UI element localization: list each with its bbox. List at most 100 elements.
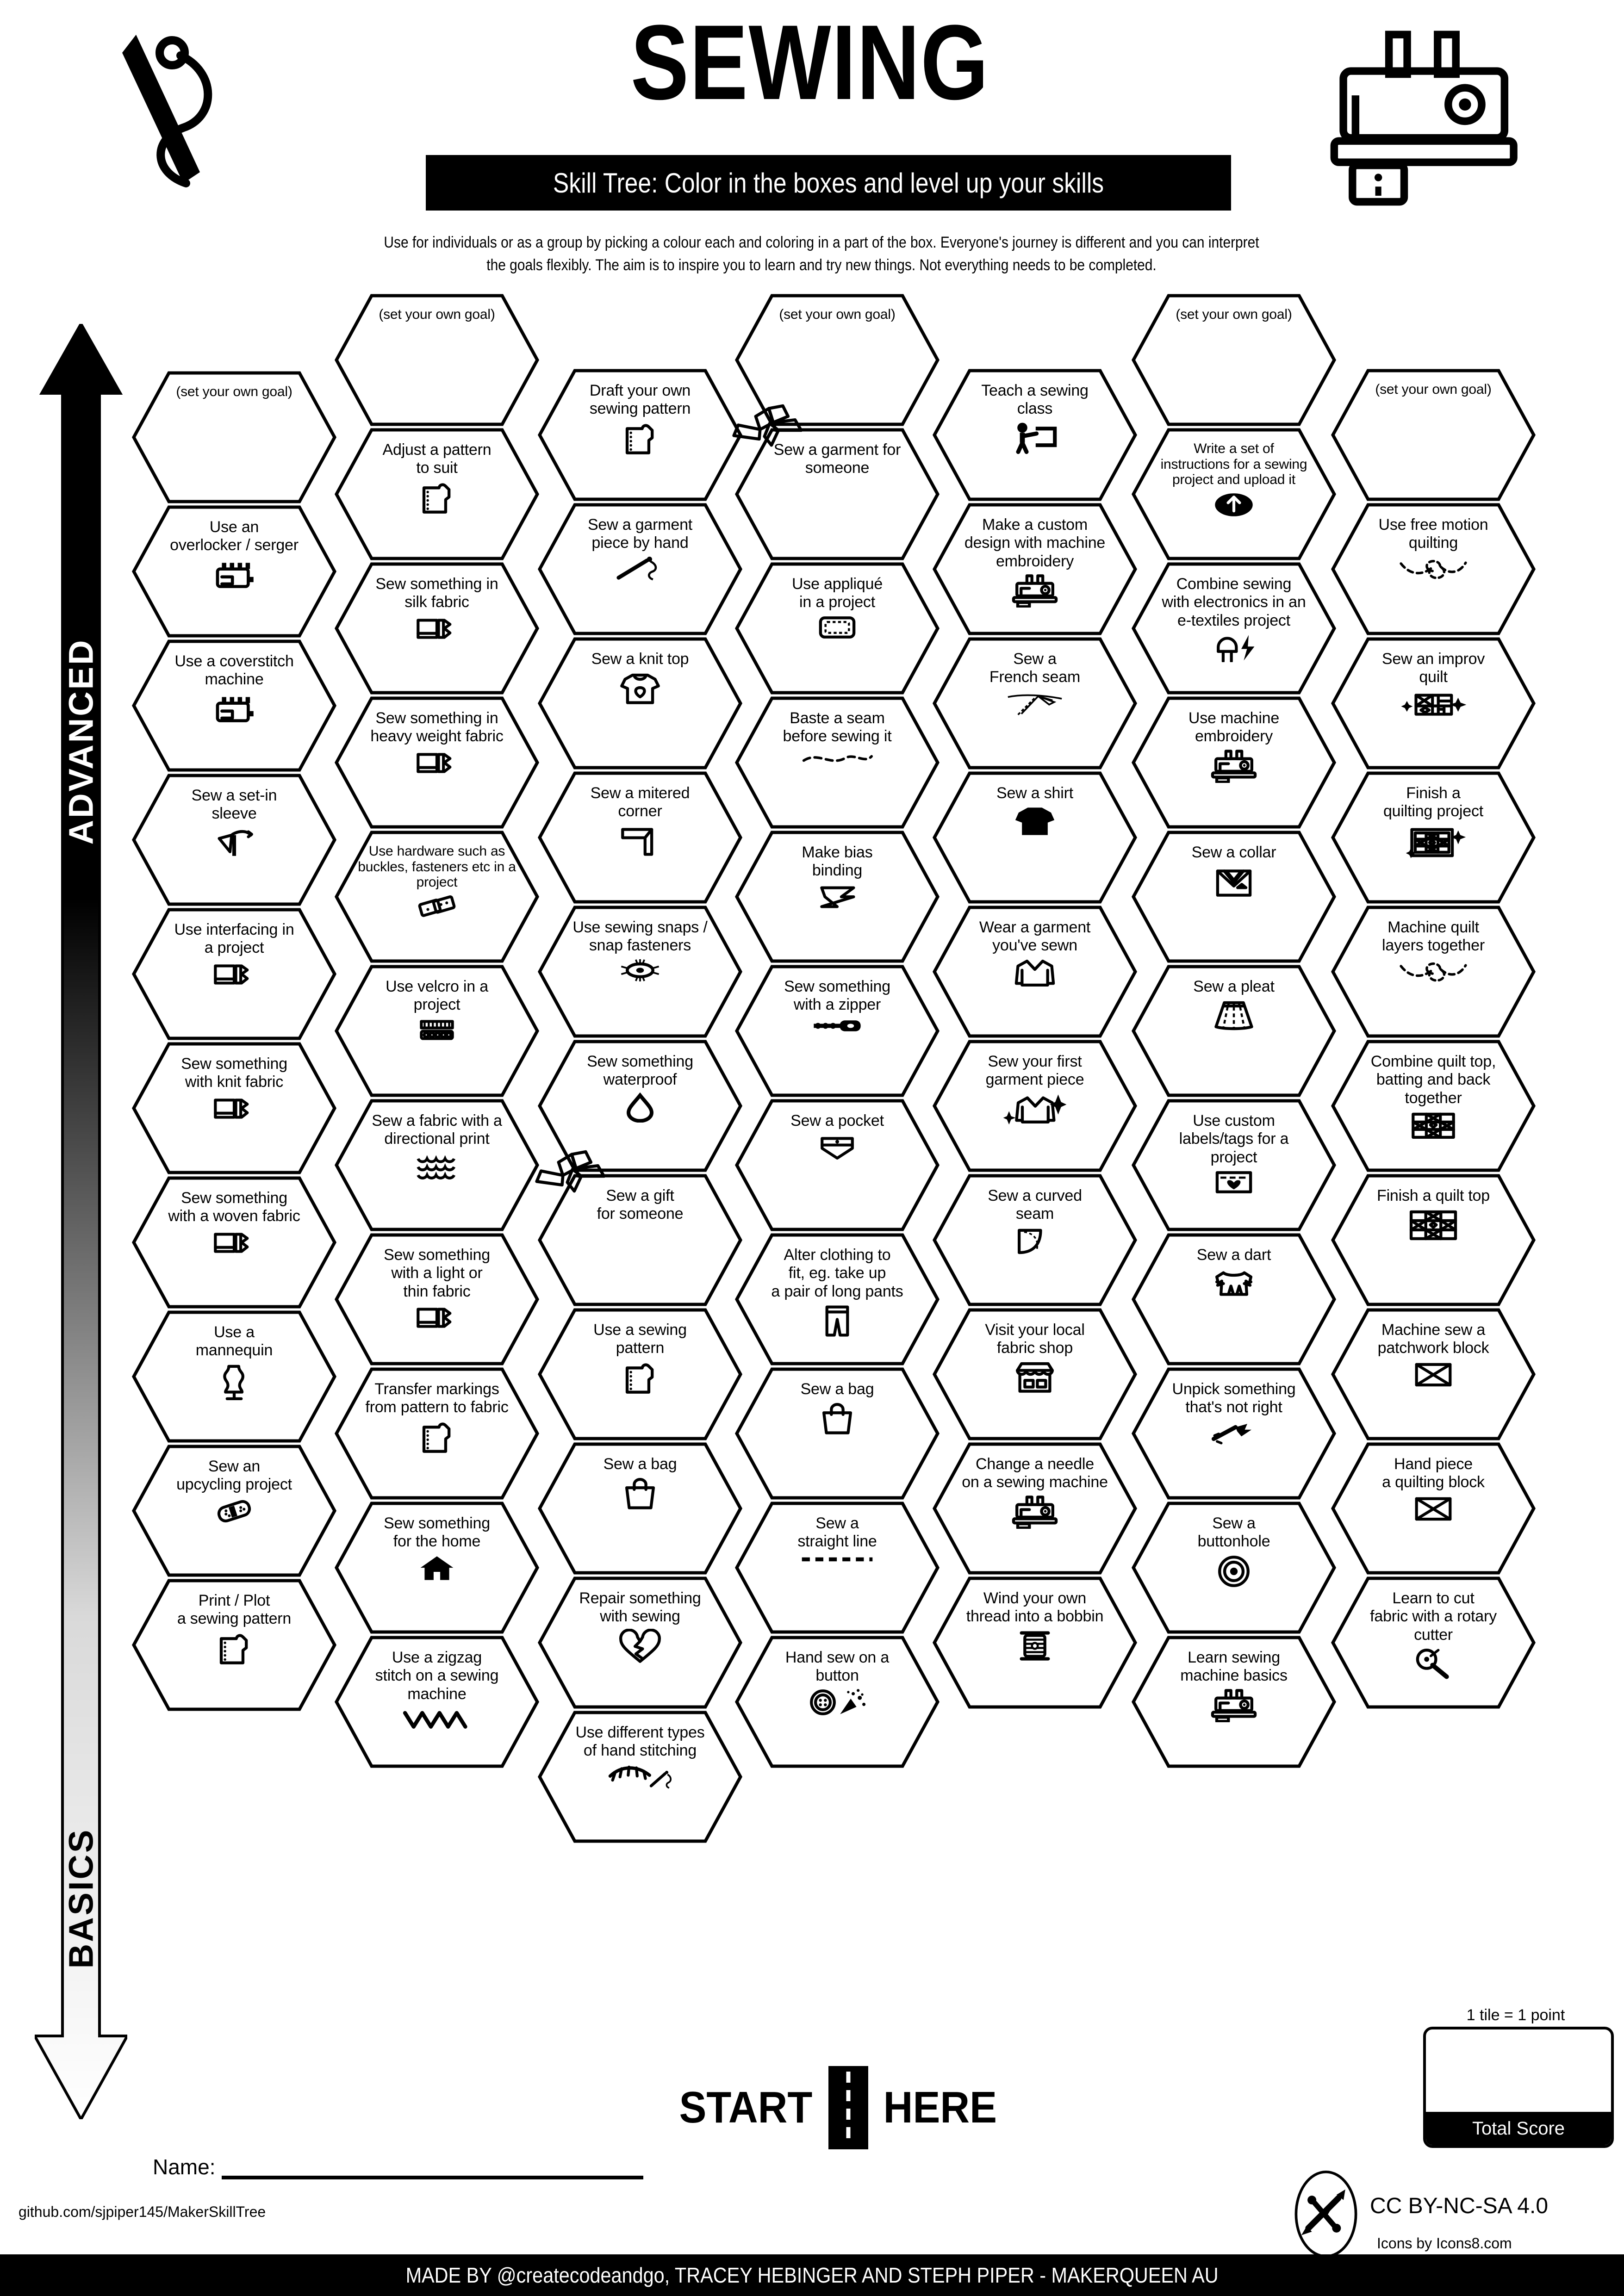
skill-tile[interactable]: Use free motion quilting: [1330, 502, 1537, 636]
skill-tile[interactable]: Wear a garment you've sewn: [932, 905, 1138, 1039]
skill-tile[interactable]: Sew a bag: [734, 1366, 940, 1501]
skill-tile[interactable]: Use appliqué in a project: [734, 561, 940, 695]
skill-tile[interactable]: Adjust a pattern to suit: [334, 427, 540, 561]
skill-tile[interactable]: Sew something in silk fabric: [334, 561, 540, 695]
hex-outline: [932, 502, 1138, 636]
skill-tile-content: Hand piece a quilting block: [1351, 1455, 1515, 1564]
skill-tile[interactable]: Sew a set-in sleeve: [131, 773, 337, 907]
name-field-row[interactable]: Name:: [153, 2147, 643, 2179]
name-input-line[interactable]: [222, 2169, 643, 2179]
skill-tile-label: Sew a gift for someone: [597, 1187, 684, 1223]
skill-tile[interactable]: Change a needle on a sewing machine: [932, 1441, 1138, 1576]
skill-tile-content: Sew something with knit fabric: [152, 1055, 316, 1163]
skill-tile[interactable]: Use velcro in a project: [334, 964, 540, 1098]
skill-tile[interactable]: Sew something with a woven fabric: [131, 1175, 337, 1309]
skill-tile[interactable]: Sew an improv quilt: [1330, 636, 1537, 770]
skill-tile[interactable]: Sew something with knit fabric: [131, 1041, 337, 1175]
skill-tile[interactable]: Draft your own sewing pattern: [537, 368, 743, 502]
skill-tile[interactable]: Hand piece a quilting block: [1330, 1441, 1537, 1576]
skill-tile[interactable]: Sew your first garment piece: [932, 1039, 1138, 1173]
skill-tile[interactable]: Baste a seam before sewing it: [734, 695, 940, 830]
skill-tile[interactable]: Use machine embroidery: [1131, 695, 1337, 830]
skill-tile[interactable]: Use a coverstitch machine: [131, 639, 337, 773]
skill-tile[interactable]: Sew something for the home: [334, 1501, 540, 1635]
skill-tile[interactable]: Use hardware such as buckles, fasteners e…: [334, 830, 540, 964]
skill-tile[interactable]: Sew something in heavy weight fabric: [334, 695, 540, 830]
skill-tile-content: Sew a bag: [558, 1455, 722, 1564]
skill-tile[interactable]: Use custom labels/tags for a project: [1131, 1098, 1337, 1232]
skill-tile[interactable]: Sew a shirt: [932, 770, 1138, 905]
skill-tile[interactable]: Sew a straight line: [734, 1501, 940, 1635]
skill-tile-content: Use appliqué in a project: [755, 575, 919, 683]
total-score-box[interactable]: Total Score: [1423, 2027, 1614, 2148]
skill-tile[interactable]: Finish a quilting project: [1330, 770, 1537, 905]
skill-tile[interactable]: Write a set of instructions for a sewing p…: [1131, 427, 1337, 561]
skill-tile[interactable]: Sew something with a zipper: [734, 964, 940, 1098]
skill-tile[interactable]: Finish a quilt top: [1330, 1173, 1537, 1307]
skill-tile[interactable]: Sew a buttonhole: [1131, 1501, 1337, 1635]
skill-tile-label: Sew a dart: [1196, 1246, 1271, 1264]
skill-tile[interactable]: (set your own goal): [1131, 293, 1337, 427]
skill-tile[interactable]: Sew a dart: [1131, 1232, 1337, 1366]
skill-tile[interactable]: (set your own goal): [334, 293, 540, 427]
skill-tile[interactable]: Visit your local fabric shop: [932, 1307, 1138, 1441]
skill-tile[interactable]: Sew a fabric with a directional print: [334, 1098, 540, 1232]
skill-tile[interactable]: Sew a mitered corner: [537, 770, 743, 905]
skill-tile[interactable]: Sew a curved seam: [932, 1173, 1138, 1307]
skill-tile[interactable]: Make a custom design with machine embroide…: [932, 502, 1138, 636]
skill-tile[interactable]: Use sewing snaps / snap fasteners: [537, 905, 743, 1039]
skill-tile-label: Sew something in heavy weight fabric: [370, 709, 504, 745]
skill-tile[interactable]: Sew something with a light or thin fabric: [334, 1232, 540, 1366]
skill-tile[interactable]: Machine quilt layers together: [1330, 905, 1537, 1039]
hex-outline: [1131, 1635, 1337, 1769]
skill-tile[interactable]: Sew something waterproof: [537, 1039, 743, 1173]
zigzag-icon: [402, 1706, 472, 1731]
skill-tile[interactable]: Sew a knit top: [537, 636, 743, 770]
hex-outline: [932, 905, 1138, 1039]
hex-outline: [734, 1501, 940, 1635]
skill-tile[interactable]: Print / Plot a sewing pattern: [131, 1578, 337, 1712]
skill-tile[interactable]: Repair something with sewing: [537, 1576, 743, 1710]
skill-tile-label: Sew your first garment piece: [985, 1053, 1084, 1089]
skill-tile[interactable]: (set your own goal): [1330, 368, 1537, 502]
skill-tile[interactable]: Make bias binding: [734, 830, 940, 964]
skill-tile[interactable]: Use different types of hand stitching: [537, 1710, 743, 1844]
skill-tile-label: Sew a mitered corner: [590, 784, 690, 820]
skill-tile-label: Sew a pleat: [1193, 978, 1275, 995]
skill-tile[interactable]: (set your own goal): [734, 293, 940, 427]
skill-tile[interactable]: Sew a garment for someone: [732, 404, 940, 561]
skill-tile[interactable]: Transfer markings from pattern to fabric: [334, 1366, 540, 1501]
skill-tile[interactable]: Wind your own thread into a bobbin: [932, 1576, 1138, 1710]
skill-tile[interactable]: Sew an upcycling project: [131, 1444, 337, 1578]
skill-tile[interactable]: Sew a pocket: [734, 1098, 940, 1232]
skill-tile-label: Sew something in silk fabric: [375, 575, 498, 611]
repo-link[interactable]: github.com/sjpiper145/MakerSkillTree: [19, 2203, 266, 2220]
skill-tile[interactable]: Hand sew on a button: [734, 1635, 940, 1769]
skill-tile[interactable]: Use a mannequin: [131, 1309, 337, 1444]
skill-tile[interactable]: Sew a collar: [1131, 830, 1337, 964]
skill-tile[interactable]: Use an overlocker / serger: [131, 504, 337, 639]
hex-outline: [334, 1366, 540, 1501]
skill-tile[interactable]: Sew a garment piece by hand: [537, 502, 743, 636]
skill-tile[interactable]: Alter clothing to fit, eg. take up a pair …: [734, 1232, 940, 1366]
skill-tile-content: Transfer markings from pattern to fabric: [355, 1380, 519, 1489]
skill-tile[interactable]: Teach a sewing class: [932, 368, 1138, 502]
hex-outline: [131, 639, 337, 773]
skill-tile[interactable]: Unpick something that's not right: [1131, 1366, 1337, 1501]
skill-tile[interactable]: Use interfacing in a project: [131, 907, 337, 1041]
skill-tile[interactable]: Combine quilt top, batting and back togeth…: [1330, 1039, 1537, 1173]
skill-tile[interactable]: Use a sewing pattern: [537, 1307, 743, 1441]
skill-tile[interactable]: Learn to cut fabric with a rotary cutter: [1330, 1576, 1537, 1710]
skill-tile[interactable]: Sew a gift for someone: [535, 1150, 743, 1307]
skill-tile[interactable]: Learn sewing machine basics: [1131, 1635, 1337, 1769]
skill-tile[interactable]: Combine sewing with electronics in an e-te…: [1131, 561, 1337, 695]
skill-tile[interactable]: (set your own goal): [131, 370, 337, 504]
skill-tile-label: Sew a buttonhole: [1197, 1514, 1270, 1551]
skill-tile[interactable]: Machine sew a patchwork block: [1330, 1307, 1537, 1441]
skill-tile[interactable]: Use a zigzag stitch on a sewing machine: [334, 1635, 540, 1769]
skill-tile[interactable]: Sew a pleat: [1131, 964, 1337, 1098]
hex-outline: [734, 427, 940, 561]
skill-tile[interactable]: Sew a French seam: [932, 636, 1138, 770]
skill-tile-content: Use a mannequin: [152, 1323, 316, 1432]
skill-tile[interactable]: Sew a bag: [537, 1441, 743, 1576]
